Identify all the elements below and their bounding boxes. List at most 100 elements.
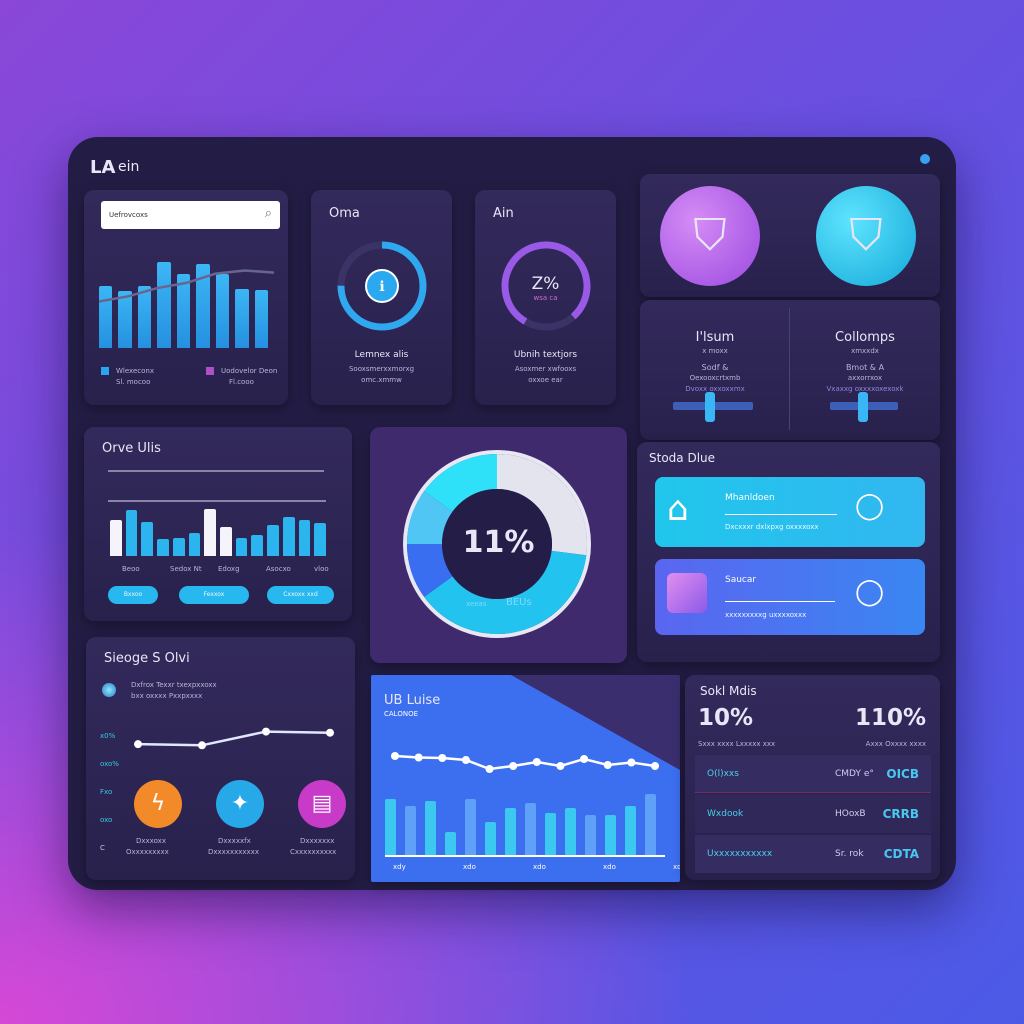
- bar-chart: [99, 255, 274, 348]
- donut-card: 11% xeeas BEUs: [370, 427, 627, 663]
- bar: [298, 520, 311, 556]
- area-chart-card: UB Luise CALONOE xdy xdo xdo xdo xdo: [371, 675, 680, 882]
- slider-handle[interactable]: [858, 392, 868, 422]
- bar: [485, 822, 496, 855]
- column-text: Dvoxx oxxoxxmx: [685, 385, 745, 393]
- row-sub: xxxxxxxxxg uxxxxoxxx: [725, 611, 807, 619]
- shield-icon[interactable]: ⛉: [816, 186, 916, 286]
- app-sub: Dxxxxxxxxxxx: [208, 848, 259, 856]
- bar: [425, 801, 436, 855]
- legend-label: Uodovelor Deon: [221, 367, 278, 375]
- divider: [789, 308, 790, 430]
- bar-chart: [385, 785, 665, 855]
- column-sub: xmxxdx: [851, 347, 879, 355]
- bar: [188, 533, 201, 556]
- y-tick-label: C: [100, 844, 105, 852]
- bar: [605, 815, 616, 855]
- donut-hole: [442, 489, 552, 599]
- app-logo: LA: [90, 157, 116, 178]
- bars-card: Orve Ulis Beoo Sedox Nt Edoxg Asocxo vloo Bxx…: [84, 427, 352, 621]
- data-point: [134, 740, 142, 749]
- bar: [645, 794, 656, 855]
- slider-handle[interactable]: [705, 392, 715, 422]
- action-button[interactable]: Bxxoo: [108, 586, 158, 604]
- axis-label: Sedox Nt: [170, 565, 202, 573]
- legend-sub: Sl. mocoo: [116, 378, 151, 386]
- metric-name: O(l)xxs: [707, 769, 739, 779]
- axis-label: Beoo: [122, 565, 140, 573]
- desc-text: bxx oxxxx Pxxpxxxx: [131, 692, 203, 700]
- data-point: [438, 754, 447, 762]
- column-text: Sodf &: [701, 363, 729, 372]
- gridline: [108, 470, 324, 472]
- metric-row[interactable]: Uxxxxxxxxxxx Sr. rok CDTA: [695, 835, 931, 873]
- metric-row[interactable]: O(l)xxs CMDY e° OICB: [695, 755, 931, 793]
- action-button[interactable]: Fexxox: [179, 586, 249, 604]
- data-point: [391, 752, 399, 760]
- device-icon: [667, 573, 707, 613]
- column-sub: x moxx: [702, 347, 728, 355]
- bar: [465, 799, 476, 855]
- x-tick-label: xdy: [393, 863, 406, 871]
- line-chart: [391, 752, 659, 773]
- donut-value: 11%: [462, 525, 535, 560]
- gauge-sub: Asoxmer xwfooxs: [514, 365, 577, 373]
- gauge-sub: omc.xmmw: [361, 376, 402, 384]
- card-title: Oma: [329, 206, 360, 221]
- app-label: Dxxxxxxx: [300, 837, 335, 845]
- refresh-icon: ◯: [855, 577, 885, 607]
- shield-icon[interactable]: ⛉: [660, 186, 760, 286]
- legend-swatch: [206, 367, 214, 375]
- search-icon[interactable]: ⌕: [264, 206, 272, 221]
- home-icon: ⌂: [667, 489, 689, 529]
- bar: [314, 523, 326, 556]
- bar: [220, 526, 232, 556]
- data-point: [580, 755, 589, 763]
- status-dot-icon[interactable]: [920, 154, 930, 164]
- column-text: Vxaxxg oxxxxoxexoxk: [826, 385, 904, 393]
- bar: [157, 539, 169, 556]
- bar: [157, 262, 171, 348]
- bar: [215, 273, 230, 348]
- metric-name: Wxdook: [707, 809, 744, 819]
- columns-card: I'lsum x moxx Sodf & Oexooxcrtxmb Dvoxx …: [640, 300, 940, 440]
- stats-row[interactable]: Saucar xxxxxxxxxg uxxxxoxxx ◯: [655, 559, 925, 635]
- y-tick-label: Fxo: [100, 788, 113, 796]
- document-icon[interactable]: ▤: [298, 780, 346, 828]
- card-title: Stoda Dlue: [649, 451, 716, 465]
- slider-track[interactable]: [830, 392, 898, 422]
- globe-icon: [102, 683, 116, 697]
- donut-segment: [497, 454, 587, 556]
- gauge-sub: Sooxsmerxxmorxg: [348, 365, 415, 373]
- series-line: [137, 730, 331, 747]
- bar-chart: [110, 507, 330, 556]
- bar: [118, 291, 132, 348]
- bar: [585, 815, 596, 855]
- card-title: UB Luise: [384, 693, 441, 708]
- bar: [445, 831, 456, 855]
- flame-icon[interactable]: ϟ: [134, 780, 182, 828]
- data-point: [414, 753, 423, 762]
- donut-segment: [407, 491, 453, 544]
- bar: [110, 520, 122, 556]
- card-title: Orve Ulis: [102, 441, 161, 456]
- y-tick-label: x0%: [100, 732, 116, 740]
- metric-row[interactable]: Wxdook HOoxB CRRB: [695, 795, 931, 833]
- card-title: Ain: [493, 206, 514, 221]
- metric-value: CDTA: [883, 847, 919, 861]
- bar: [565, 808, 576, 855]
- metric-name: Uxxxxxxxxxxx: [707, 849, 773, 859]
- stats-row[interactable]: ⌂ Mhanldoen Dxcxxxr dxlxpxg oxxxxoxx ◯: [655, 477, 925, 547]
- desc-text: Dxfrox Texxr txexpxxoxx: [131, 681, 217, 689]
- line-chart-card: Sieoge S Olvi Dxfrox Texxr txexpxxoxx bx…: [86, 637, 355, 880]
- row-title: Mhanldoen: [725, 493, 775, 503]
- row-sub: Dxcxxxr dxlxpxg oxxxxoxx: [725, 523, 819, 531]
- data-point: [485, 765, 494, 773]
- data-point: [532, 758, 541, 766]
- slider-track[interactable]: [673, 392, 753, 422]
- card-title: Sieoge S Olvi: [104, 651, 190, 666]
- action-button[interactable]: Cxxoxx xxd: [267, 586, 334, 604]
- bar: [545, 813, 556, 855]
- search-input[interactable]: Uefrovcoxs ⌕: [101, 201, 280, 229]
- bird-icon[interactable]: ✦: [216, 780, 264, 828]
